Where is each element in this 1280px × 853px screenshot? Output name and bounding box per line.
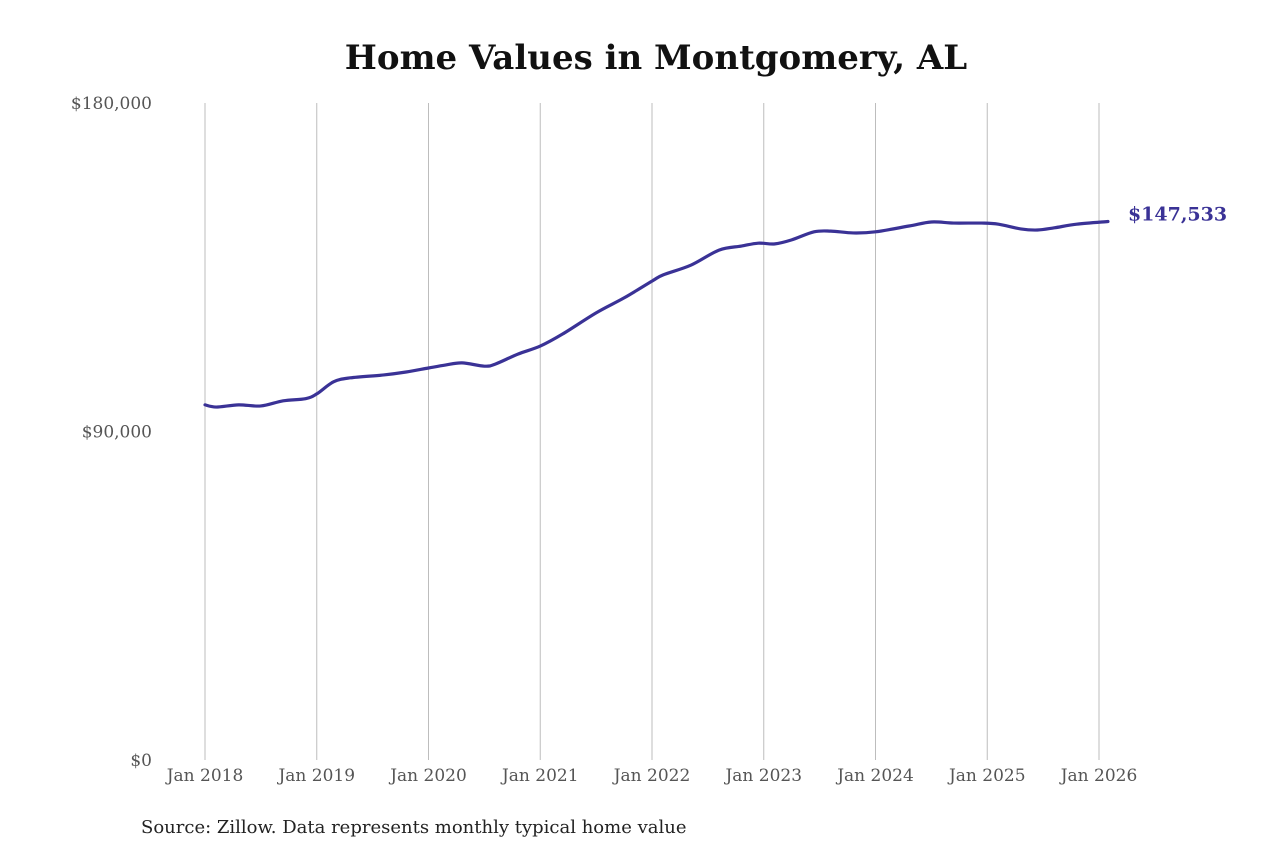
series-line-home-value	[203, 219, 1110, 409]
x-tick-label: Jan 2022	[612, 766, 691, 786]
x-tick-label: Jan 2023	[723, 766, 802, 786]
y-tick-label: $180,000	[71, 94, 152, 114]
y-tick-label: $90,000	[82, 423, 152, 443]
x-tick-label: Jan 2019	[276, 766, 355, 786]
x-tick-label: Jan 2020	[388, 766, 467, 786]
x-tick-label: Jan 2025	[947, 766, 1026, 786]
chart-title: Home Values in Montgomery, AL	[344, 38, 968, 78]
x-tick-label: Jan 2024	[835, 766, 914, 786]
x-tick-label: Jan 2021	[500, 766, 579, 786]
source-note: Source: Zillow. Data represents monthly …	[141, 817, 687, 838]
x-tick-label: Jan 2026	[1059, 766, 1138, 786]
end-value-label: $147,533	[1128, 204, 1227, 226]
y-tick-label: $0	[130, 751, 152, 771]
x-tick-label: Jan 2018	[165, 766, 244, 786]
